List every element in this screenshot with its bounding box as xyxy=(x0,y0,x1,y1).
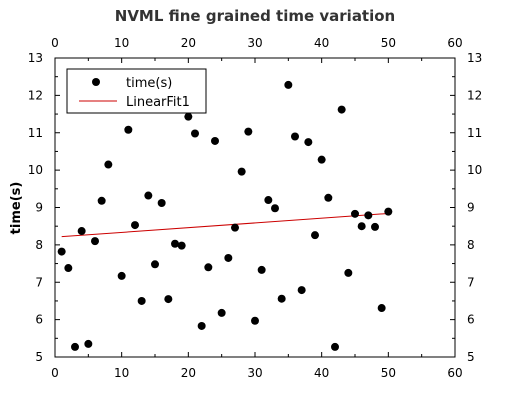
x-tick-label-bottom: 40 xyxy=(314,366,329,380)
data-point xyxy=(97,196,106,205)
x-tick-label-bottom: 20 xyxy=(181,366,196,380)
data-point xyxy=(304,138,313,147)
data-point xyxy=(124,125,133,134)
data-point xyxy=(257,265,266,274)
y-tick-label-right: 6 xyxy=(467,313,475,327)
legend-label-time: time(s) xyxy=(126,76,172,91)
data-point xyxy=(371,222,379,231)
data-point xyxy=(224,253,233,262)
data-point xyxy=(191,129,199,138)
data-point xyxy=(164,295,173,304)
data-point xyxy=(91,237,99,246)
data-point xyxy=(271,204,279,213)
y-tick-label-left: 7 xyxy=(35,275,43,289)
y-tick-label-left: 6 xyxy=(35,313,43,327)
fit-line-layer xyxy=(61,212,389,238)
data-point xyxy=(131,221,139,230)
axis-ticks xyxy=(54,57,456,358)
y-tick-label-left: 9 xyxy=(35,201,43,215)
y-tick-label-right: 8 xyxy=(467,238,475,252)
x-tick-label-top: 20 xyxy=(181,36,196,50)
x-tick-label-top: 0 xyxy=(51,36,59,50)
legend-marker-time xyxy=(92,78,100,86)
data-point xyxy=(291,132,299,141)
x-tick-label-bottom: 50 xyxy=(381,366,396,380)
data-point xyxy=(311,231,319,240)
data-point xyxy=(151,260,159,269)
y-tick-label-left: 10 xyxy=(28,163,43,177)
data-point xyxy=(177,241,186,250)
data-point xyxy=(84,339,93,348)
data-point xyxy=(331,342,339,351)
chart-title: NVML fine grained time variation xyxy=(115,7,395,25)
y-axis-label: time(s) xyxy=(9,182,24,235)
x-tick-label-top: 30 xyxy=(247,36,262,50)
data-points-layer xyxy=(57,76,393,351)
x-tick-label-bottom: 0 xyxy=(51,366,59,380)
data-point xyxy=(357,222,366,231)
data-point xyxy=(144,191,153,200)
x-tick-label-bottom: 30 xyxy=(247,366,262,380)
data-point xyxy=(384,207,393,216)
data-point xyxy=(204,263,213,272)
data-point xyxy=(197,321,206,330)
y-tick-label-left: 8 xyxy=(35,238,43,252)
data-point xyxy=(64,264,73,273)
data-point xyxy=(217,308,226,317)
y-tick-label-left: 5 xyxy=(35,350,43,364)
data-point xyxy=(137,296,146,305)
data-point xyxy=(231,223,239,232)
x-tick-label-top: 10 xyxy=(114,36,129,50)
data-point xyxy=(317,155,326,164)
y-tick-label-right: 12 xyxy=(467,88,482,102)
data-point xyxy=(171,239,179,248)
y-tick-label-right: 13 xyxy=(467,51,482,65)
x-tick-label-top: 40 xyxy=(314,36,329,50)
y-tick-label-right: 5 xyxy=(467,350,475,364)
data-point xyxy=(184,112,193,121)
y-tick-label-right: 9 xyxy=(467,201,475,215)
data-point xyxy=(237,167,246,176)
data-point xyxy=(157,199,166,208)
y-tick-label-right: 11 xyxy=(467,126,482,140)
legend-box xyxy=(66,68,207,114)
data-point xyxy=(57,247,66,256)
data-point xyxy=(364,211,373,220)
legend-label-linearfit: LinearFit1 xyxy=(126,95,190,110)
x-tick-label-top: 60 xyxy=(447,36,462,50)
legend: time(s) LinearFit1 xyxy=(66,68,207,114)
data-point xyxy=(264,196,273,205)
data-point xyxy=(277,294,286,303)
y-tick-label-right: 7 xyxy=(467,275,475,289)
data-point xyxy=(351,209,359,218)
x-tick-label-top: 50 xyxy=(381,36,396,50)
data-point xyxy=(117,271,126,280)
axis-tick-labels: 0 0 10 10 20 20 30 30 40 40 50 50 60 60 5 5 6 6 7 7 8 8 9 9 10 10… xyxy=(28,36,483,380)
data-point xyxy=(244,127,253,136)
data-point xyxy=(297,286,306,295)
x-tick-label-bottom: 10 xyxy=(114,366,129,380)
y-tick-label-left: 12 xyxy=(28,88,43,102)
data-point xyxy=(337,105,346,114)
data-point xyxy=(211,136,219,145)
x-tick-label-bottom: 60 xyxy=(447,366,462,380)
data-point xyxy=(324,193,333,202)
data-point xyxy=(104,160,113,169)
linear-fit-line xyxy=(61,212,389,238)
data-point xyxy=(344,268,353,277)
y-tick-label-left: 13 xyxy=(28,51,43,65)
y-tick-label-left: 11 xyxy=(28,126,43,140)
data-point xyxy=(377,304,386,313)
data-point xyxy=(284,80,293,89)
y-tick-label-right: 10 xyxy=(467,163,482,177)
data-point xyxy=(77,227,86,236)
data-point xyxy=(251,316,259,325)
data-point xyxy=(71,342,79,351)
